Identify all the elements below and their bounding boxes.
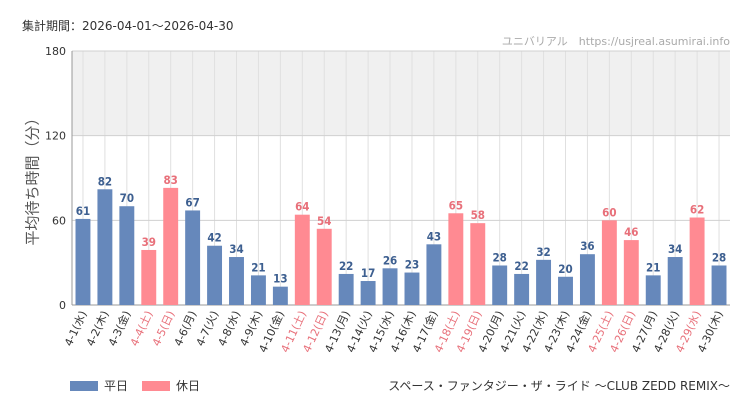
bar [601, 220, 617, 305]
bar-value-label: 22 [339, 259, 353, 273]
bar [711, 265, 727, 305]
bar-value-label: 34 [229, 242, 243, 256]
bar-value-label: 22 [514, 259, 528, 273]
bar [97, 189, 113, 305]
period-label: 集計期間：2026-04-01〜2026-04-30 [22, 19, 234, 33]
bar [514, 273, 530, 305]
legend-label-weekday: 平日 [104, 379, 129, 393]
bar [623, 240, 639, 305]
bar-value-label: 13 [273, 272, 287, 286]
bar-value-label: 17 [361, 266, 375, 280]
bar [163, 187, 179, 305]
bar-value-label: 62 [690, 203, 704, 217]
legend-swatch-holiday [142, 380, 171, 391]
bar-value-label: 46 [624, 225, 638, 239]
bar-value-label: 70 [120, 191, 134, 205]
y-tick-label: 180 [45, 45, 66, 58]
legend-item-holiday[interactable]: 休日 [142, 377, 200, 394]
bar-value-label: 61 [76, 204, 90, 218]
bar-value-label: 60 [602, 205, 616, 219]
bar [558, 276, 573, 305]
attraction-name: スペース・ファンタジー・ザ・ライド 〜CLUB ZEDD REMIX〜 [388, 379, 730, 393]
bar [470, 223, 486, 305]
bar [404, 272, 420, 305]
bar [207, 245, 223, 305]
bar-value-label: 58 [471, 208, 485, 222]
bar [316, 228, 332, 305]
bar-value-label: 64 [295, 200, 309, 214]
bar [689, 217, 705, 305]
bar-value-label: 36 [580, 239, 594, 253]
bar-value-label: 32 [536, 245, 550, 259]
bar [579, 254, 595, 305]
bar [448, 213, 464, 305]
y-tick-label: 60 [52, 214, 66, 227]
bar-value-label: 28 [492, 250, 506, 264]
bar-value-label: 82 [98, 174, 112, 188]
y-tick-label: 0 [59, 299, 66, 312]
bar-value-label: 34 [668, 242, 682, 256]
y-tick-label: 120 [45, 130, 66, 143]
legend-swatch-weekday [70, 380, 98, 391]
bar-value-label: 65 [449, 198, 463, 212]
bar-value-label: 21 [251, 260, 265, 274]
bar [294, 214, 310, 305]
bar [185, 210, 201, 305]
bar-value-label: 28 [712, 250, 726, 264]
bar [338, 273, 354, 305]
bar [250, 275, 266, 305]
bar-value-label: 67 [185, 195, 199, 209]
bar [536, 259, 552, 305]
bar [360, 281, 376, 305]
bar-value-label: 54 [317, 214, 331, 228]
bar-value-label: 39 [142, 235, 156, 249]
bar [645, 275, 661, 305]
plot-band [72, 51, 730, 136]
bar-value-label: 20 [558, 262, 572, 276]
legend: 平日 休日 [70, 377, 200, 394]
bar-value-label: 83 [163, 173, 177, 187]
bar [272, 286, 288, 305]
bar [382, 268, 398, 305]
bar [141, 249, 157, 305]
bar-value-label: 23 [405, 258, 419, 272]
bar-value-label: 42 [207, 231, 221, 245]
bar [667, 257, 683, 305]
bar-value-label: 21 [646, 260, 660, 274]
bar [75, 218, 91, 305]
bar [229, 257, 244, 305]
site-credit: ユニバリアル https://usjreal.asumirai.info [501, 35, 730, 48]
bar [426, 244, 442, 305]
bar-value-label: 26 [383, 253, 397, 267]
legend-label-holiday: 休日 [176, 379, 201, 393]
bar-value-label: 43 [427, 229, 441, 243]
bar [119, 206, 135, 305]
legend-item-weekday[interactable]: 平日 [70, 377, 128, 394]
bar [492, 265, 508, 305]
